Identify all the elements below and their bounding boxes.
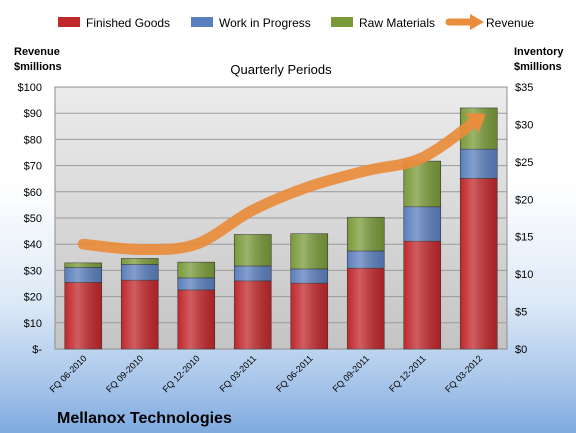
left-tick-label: $70 xyxy=(24,161,42,173)
chart-subtitle: Quarterly Periods xyxy=(230,62,332,77)
x-tick-label: FQ 03-2011 xyxy=(218,353,259,394)
bar-shine xyxy=(64,282,102,349)
bar-shine xyxy=(290,268,328,284)
bar-shine xyxy=(403,241,441,349)
left-tick-label: $40 xyxy=(24,239,42,251)
legend-swatch-work-in-progress xyxy=(191,17,213,27)
bar-shine xyxy=(234,280,272,349)
revenue-line xyxy=(77,112,485,256)
x-tick-label: FQ 09-2011 xyxy=(331,353,372,394)
legend-swatch-raw-materials xyxy=(331,17,353,27)
bar-shine xyxy=(347,268,385,349)
bar-shine xyxy=(290,283,328,349)
x-tick-label: FQ 09-2010 xyxy=(104,353,145,394)
legend: Finished Goods Work in Progress Raw Mate… xyxy=(58,14,534,30)
legend-revenue-arrowhead xyxy=(470,14,484,30)
left-tick-label: $90 xyxy=(24,108,42,120)
bar-shine xyxy=(347,217,385,251)
left-tick-label: $- xyxy=(32,344,42,356)
x-tick-label: FQ 06-2010 xyxy=(48,353,89,394)
left-tick-label: $50 xyxy=(24,213,42,225)
x-tick-label: FQ 12-2011 xyxy=(387,353,428,394)
legend-label-raw-materials: Raw Materials xyxy=(359,16,435,30)
bar-shine xyxy=(460,178,498,349)
left-axis-title-line2: $millions xyxy=(14,61,62,73)
bar-shine xyxy=(460,149,498,179)
left-tick-label: $100 xyxy=(18,82,42,94)
bar-shine xyxy=(121,258,159,265)
right-tick-label: $20 xyxy=(515,194,533,206)
right-tick-label: $35 xyxy=(515,82,533,94)
bar-shine xyxy=(347,250,385,269)
left-tick-label: $10 xyxy=(24,318,42,330)
bar-shine xyxy=(177,289,215,349)
bar-shine xyxy=(121,264,159,281)
right-axis-title-line1: Inventory xyxy=(514,46,564,58)
right-tick-label: $10 xyxy=(515,269,533,281)
right-tick-label: $5 xyxy=(515,307,527,319)
bar-shine xyxy=(177,277,215,290)
left-tick-label: $30 xyxy=(24,265,42,277)
left-tick-label: $80 xyxy=(24,134,42,146)
x-axis-ticks: FQ 06-2010 FQ 09-2010 FQ 12-2010 FQ 03-2011… xyxy=(48,353,485,394)
bar-shine xyxy=(64,267,102,283)
right-tick-label: $30 xyxy=(515,119,533,131)
legend-label-finished-goods: Finished Goods xyxy=(86,16,170,30)
revenue-arrowhead xyxy=(465,113,486,133)
bar-shine xyxy=(64,262,102,268)
bar-shine xyxy=(177,262,215,278)
bar-shine xyxy=(234,265,272,281)
left-axis-title-line1: Revenue xyxy=(14,46,60,58)
bar-shine xyxy=(403,161,441,207)
company-name: Mellanox Technologies xyxy=(57,410,232,427)
legend-label-work-in-progress: Work in Progress xyxy=(219,16,311,30)
right-tick-label: $25 xyxy=(515,157,533,169)
right-axis-ticks: $0 $5 $10 $15 $20 $25 $30 $35 xyxy=(515,82,533,356)
legend-swatch-finished-goods xyxy=(58,17,80,27)
right-tick-label: $15 xyxy=(515,232,533,244)
bar-shine xyxy=(403,206,441,242)
x-tick-label: FQ 12-2010 xyxy=(161,353,202,394)
revenue-line-group xyxy=(77,112,486,256)
x-tick-label: FQ 03-2012 xyxy=(443,353,484,394)
legend-label-revenue: Revenue xyxy=(486,16,534,30)
left-tick-label: $60 xyxy=(24,187,42,199)
left-tick-label: $20 xyxy=(24,292,42,304)
bars xyxy=(64,107,498,350)
bar-shine xyxy=(234,234,272,266)
left-axis-ticks: $- $10 $20 $30 $40 $50 $60 $70 $80 $90 $100 xyxy=(18,82,43,356)
x-tick-label: FQ 06-2011 xyxy=(274,353,315,394)
right-axis-title-line2: $millions xyxy=(514,61,562,73)
right-tick-label: $0 xyxy=(515,344,527,356)
bar-shine xyxy=(290,233,328,269)
bar-shine xyxy=(121,280,159,349)
